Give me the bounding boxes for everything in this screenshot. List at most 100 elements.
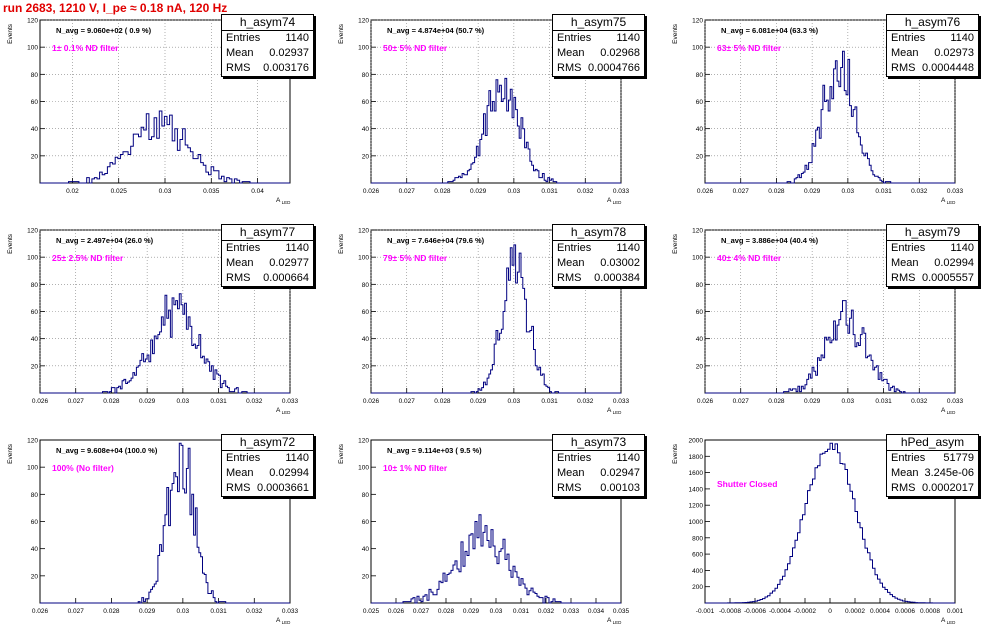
x-tick-label: 0.031 (541, 188, 558, 195)
histogram-name: h_asym79 (887, 225, 978, 241)
stats-value: 0.03002 (600, 257, 640, 269)
stats-box: hPed_asym Entries 51779 Mean 3.245e-06 RMS 0.0… (886, 434, 979, 497)
y-tick-label: 100 (692, 255, 703, 262)
y-axis-title: Events (338, 443, 345, 464)
y-axis-title: Events (7, 23, 14, 44)
histogram-steps (705, 50, 955, 184)
stats-value: 1140 (616, 242, 640, 254)
stats-row-mean: Mean 0.02994 (887, 256, 978, 271)
stats-value: 0.0003661 (257, 482, 309, 494)
y-tick-label: 80 (31, 492, 39, 499)
x-axis-title: A LED (607, 407, 622, 415)
stats-key: Entries (891, 242, 926, 254)
x-axis-title: A LED (276, 197, 291, 205)
stats-row-mean: Mean 0.02968 (553, 46, 644, 61)
y-tick-label: 1400 (689, 486, 704, 493)
x-tick-label: 0.025 (111, 188, 128, 195)
navg-label: N_avg = 6.081e+04 (63.3 %) (721, 26, 819, 35)
stats-row-rms: RMS 0.00103 (553, 481, 644, 496)
histogram-name: h_asym76 (887, 15, 978, 31)
y-tick-label: 80 (31, 282, 39, 289)
stats-key: RMS (891, 62, 916, 74)
x-tick-label: 0.027 (733, 398, 750, 405)
filter-note-label: Shutter Closed (717, 479, 777, 489)
stats-value: 1140 (285, 242, 309, 254)
x-tick-label: 0.029 (463, 608, 480, 615)
stats-row-mean: Mean 0.02994 (222, 466, 313, 481)
histogram-pad-h_asym75: 0.026 0.027 0.028 0.029 0.03 0.031 0.032 0.033 2… (331, 14, 662, 220)
x-tick-label: 0.028 (434, 398, 451, 405)
stats-key: Mean (891, 257, 919, 269)
y-tick-label: 80 (696, 72, 704, 79)
stats-value: 0.02973 (934, 47, 974, 59)
stats-value: 0.0004448 (922, 62, 974, 74)
stats-row-entries: Entries 1140 (222, 241, 313, 256)
y-tick-label: 600 (692, 552, 703, 559)
stats-row-mean: Mean 0.02973 (887, 46, 978, 61)
y-tick-label: 80 (362, 492, 370, 499)
stats-box: h_asym75 Entries 1140 Mean 0.02968 RMS 0.00047… (552, 14, 645, 77)
stats-row-mean: Mean 0.03002 (553, 256, 644, 271)
stats-key: Entries (226, 452, 261, 464)
y-tick-label: 60 (31, 519, 39, 526)
x-tick-label: 0.031 (875, 398, 892, 405)
histogram-name: h_asym75 (553, 15, 644, 31)
stats-value: 1140 (285, 452, 309, 464)
y-tick-label: 100 (358, 465, 369, 472)
stats-key: RMS (226, 482, 251, 494)
histogram-steps (705, 442, 955, 604)
y-axis-title: Events (7, 233, 14, 254)
stats-value: 0.02977 (269, 257, 309, 269)
stats-value: 1140 (616, 452, 640, 464)
stats-key: Mean (226, 257, 254, 269)
stats-key: Entries (557, 242, 592, 254)
x-tick-label: 0.03 (842, 188, 855, 195)
histogram-name: h_asym77 (222, 225, 313, 241)
y-tick-label: 1200 (689, 503, 704, 510)
y-tick-label: 40 (696, 336, 704, 343)
navg-label: N_avg = 2.497e+04 (26.0 %) (56, 236, 154, 245)
stats-key: Mean (891, 47, 919, 59)
histogram-pad-hPed_asym: -0.001 -0.0008 -0.0006 -0.0004 -0.0002 0 0.000… (665, 434, 996, 640)
x-tick-label: 0.0006 (895, 608, 915, 615)
y-tick-label: 20 (362, 573, 370, 580)
stats-row-mean: Mean 0.02947 (553, 466, 644, 481)
x-tick-label: 0.028 (768, 398, 785, 405)
y-tick-label: 40 (362, 546, 370, 553)
stats-value: 1140 (950, 242, 974, 254)
x-tick-label: 0.026 (363, 188, 380, 195)
navg-label: N_avg = 7.646e+04 (79.6 %) (387, 236, 485, 245)
x-tick-label: 0.028 (438, 608, 455, 615)
stats-row-mean: Mean 3.245e-06 (887, 466, 978, 481)
stats-key: Entries (891, 452, 926, 464)
histogram-name: h_asym72 (222, 435, 313, 451)
stats-value: 0.02994 (934, 257, 974, 269)
x-tick-label: 0.029 (804, 188, 821, 195)
stats-key: Entries (226, 242, 261, 254)
x-tick-label: 0.031 (210, 398, 227, 405)
y-tick-label: 800 (692, 535, 703, 542)
y-tick-label: 80 (362, 282, 370, 289)
stats-value: 0.00103 (600, 482, 640, 494)
x-tick-label: 0.032 (911, 188, 928, 195)
y-tick-label: 60 (31, 309, 39, 316)
x-tick-label: -0.0006 (744, 608, 766, 615)
stats-row-rms: RMS 0.0004448 (887, 61, 978, 76)
stats-row-entries: Entries 1140 (553, 451, 644, 466)
y-tick-label: 1000 (689, 519, 704, 526)
x-tick-label: 0.027 (399, 398, 416, 405)
filter-note-label: 63± 5% ND filter (717, 43, 782, 53)
x-tick-label: 0.033 (563, 608, 580, 615)
filter-note-label: 25± 2.5% ND filter (52, 253, 124, 263)
x-tick-label: 0.028 (103, 608, 120, 615)
x-tick-label: -0.0008 (719, 608, 741, 615)
stats-row-entries: Entries 1140 (222, 31, 313, 46)
stats-row-entries: Entries 1140 (553, 31, 644, 46)
x-tick-label: 0.0008 (920, 608, 940, 615)
y-tick-label: 120 (692, 228, 703, 235)
x-tick-label: 0.031 (210, 608, 227, 615)
x-axis-title: A LED (276, 617, 291, 625)
stats-key: Entries (891, 32, 926, 44)
y-tick-label: 20 (31, 573, 39, 580)
stats-row-rms: RMS 0.0004766 (553, 61, 644, 76)
